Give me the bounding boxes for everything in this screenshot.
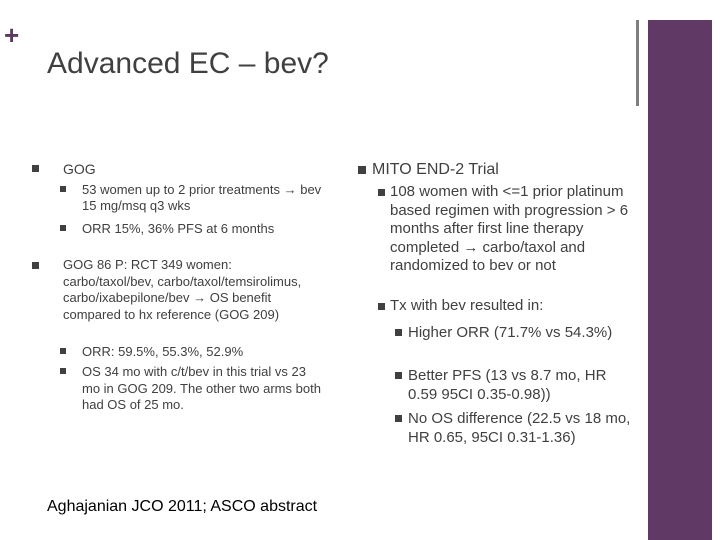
bullet (60, 368, 66, 374)
bullet-text: ORR: 59.5%, 55.3%, 52.9% (82, 344, 244, 359)
bullet (358, 166, 366, 174)
bullet (60, 186, 66, 192)
bullet-text: 108 women with <=1 prior platinum based … (390, 183, 629, 274)
bullet-text: GOG 86 P: RCT 349 women: carbo/taxol/bev… (63, 257, 302, 322)
slide-title: Advanced EC – bev? (47, 47, 329, 80)
bullet-text: ORR 15%, 36% PFS at 6 months (82, 221, 275, 236)
divider-line (636, 20, 639, 106)
plus-sign: + (4, 20, 20, 50)
bullet (32, 262, 39, 269)
bullet-text: Higher ORR (71.7% vs 54.3%) (408, 324, 613, 341)
footer: Aghajanian JCO 2011; ASCO abstract (47, 498, 318, 515)
bullet (395, 415, 402, 422)
bullet (378, 189, 385, 196)
bullet (395, 329, 402, 336)
bullet-text: Better PFS (13 vs 8.7 mo, HR 0.59 95CI 0… (408, 367, 607, 403)
bullet-text: 53 women up to 2 prior treatments → bev … (82, 182, 322, 213)
bullet-text: Tx with bev resulted in: (390, 297, 544, 314)
bullet-text: GOG (63, 161, 96, 177)
bullet (60, 348, 66, 354)
bullet-text: OS 34 mo with c/t/bev in this trial vs 2… (82, 364, 321, 412)
accent-bar (648, 20, 712, 540)
bullet (395, 372, 402, 379)
bullet-text: MITO END-2 Trial (372, 161, 499, 178)
bullet (32, 165, 39, 172)
bullet-text: No OS difference (22.5 vs 18 mo, HR 0.65… (408, 410, 631, 446)
bullet (60, 225, 66, 231)
bullet (378, 303, 385, 310)
